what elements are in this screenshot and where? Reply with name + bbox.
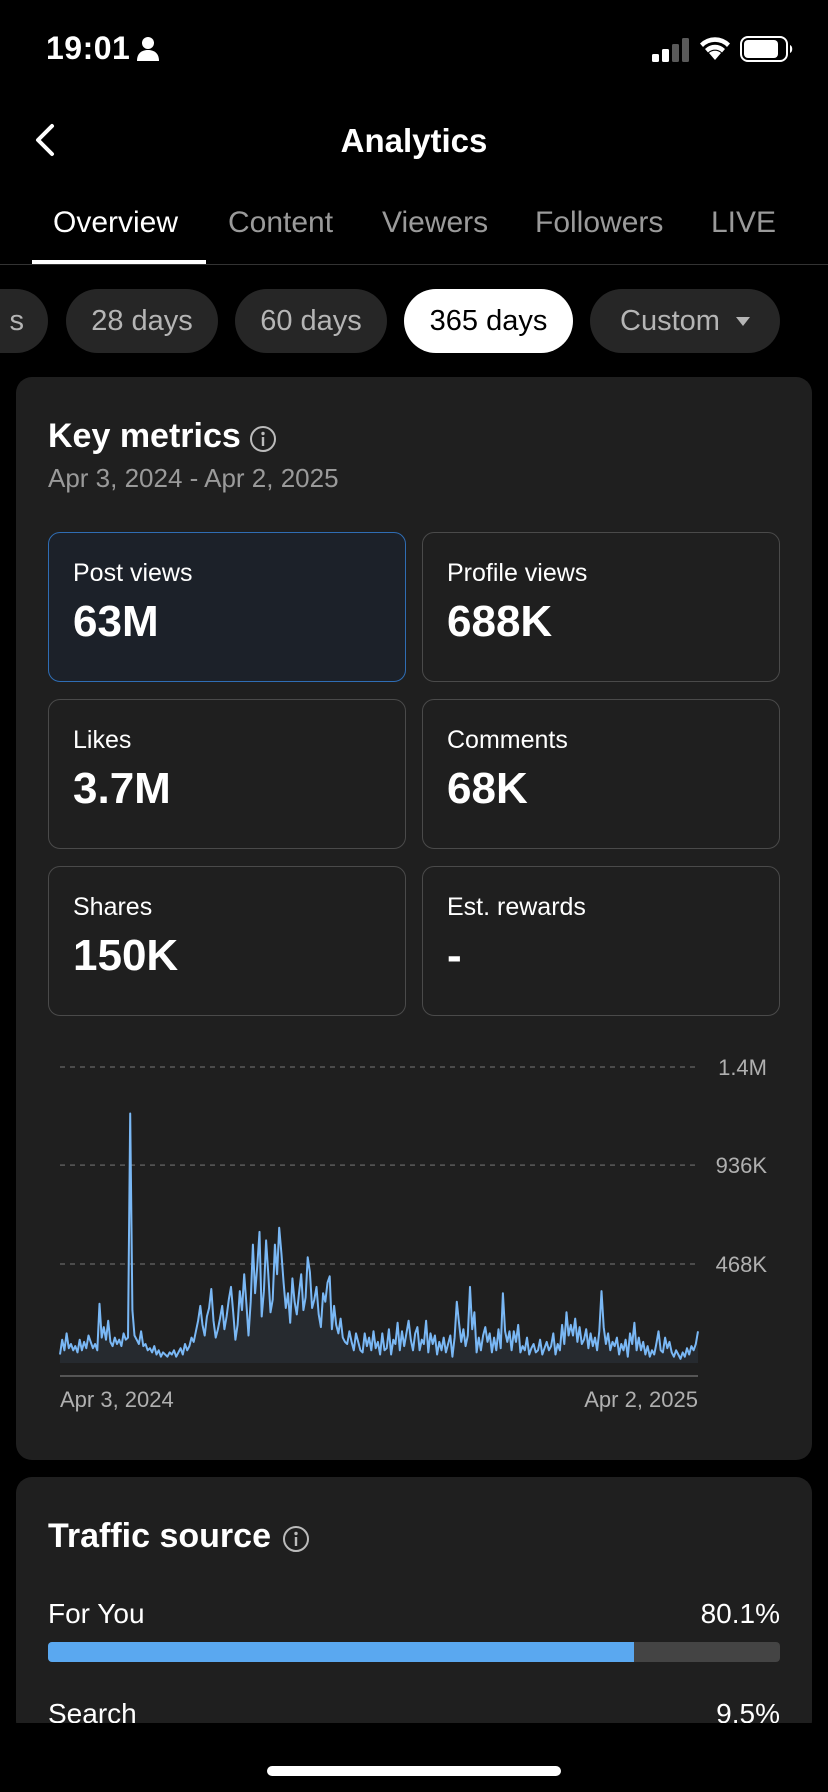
traffic-source-card: Traffic source For You 80.1% Search 9.5%: [16, 1477, 812, 1737]
y-tick-label: 1.4M: [718, 1055, 767, 1080]
metric-label: Likes: [73, 726, 132, 754]
metric-value: 150K: [73, 931, 179, 980]
metric-est-rewards[interactable]: Est. rewards -: [422, 866, 780, 1016]
metric-value: 688K: [447, 597, 553, 646]
key-metrics-card: Key metrics Apr 3, 2024 - Apr 2, 2025 Po…: [16, 377, 812, 1460]
metric-label: Est. rewards: [447, 893, 586, 921]
tab-live[interactable]: LIVE: [711, 206, 777, 239]
metric-likes[interactable]: Likes 3.7M: [48, 699, 406, 849]
metric-value: -: [447, 931, 462, 980]
info-icon[interactable]: [249, 425, 277, 453]
y-tick-label: 468K: [716, 1252, 768, 1277]
chip-partial[interactable]: s: [0, 289, 48, 353]
signal-icon: [652, 38, 689, 62]
date-range-label: Apr 3, 2024 - Apr 2, 2025: [48, 463, 339, 493]
chip-365-days[interactable]: 365 days: [404, 289, 573, 353]
metric-label: Profile views: [447, 559, 588, 587]
chip-label: 28 days: [91, 304, 193, 337]
y-tick-label: 936K: [716, 1153, 768, 1178]
traffic-row-value: 80.1%: [700, 1598, 780, 1629]
date-range-chips: s 28 days 60 days 365 days Custom: [0, 289, 828, 353]
person-icon: [137, 37, 159, 61]
status-time: 19:01: [46, 30, 131, 66]
wifi-icon: [700, 37, 730, 60]
traffic-row-label: For You: [48, 1598, 145, 1629]
traffic-bar-track: [48, 1642, 780, 1662]
info-icon[interactable]: [282, 1525, 310, 1553]
post-views-chart[interactable]: 468K 936K 1.4M Apr 3, 2024 Apr 2, 2025: [16, 377, 812, 1460]
chip-28-days[interactable]: 28 days: [66, 289, 218, 353]
chip-label: 365 days: [429, 304, 548, 337]
chip-label: 60 days: [260, 304, 362, 337]
bottom-area: [0, 1723, 828, 1792]
chart-area: [60, 1113, 698, 1363]
back-arrow-icon[interactable]: [28, 120, 68, 160]
traffic-source-title: Traffic source: [48, 1517, 271, 1555]
traffic-bar-fill: [48, 1642, 635, 1662]
caret-down-icon: [735, 316, 750, 326]
chip-custom[interactable]: Custom: [590, 289, 780, 353]
tab-followers[interactable]: Followers: [535, 206, 664, 239]
page-title: Analytics: [340, 122, 488, 159]
metric-value: 68K: [447, 764, 528, 813]
metric-label: Shares: [73, 893, 153, 921]
metric-shares[interactable]: Shares 150K: [48, 866, 406, 1016]
tab-overview[interactable]: Overview: [53, 206, 179, 239]
metric-value: 63M: [73, 597, 159, 646]
key-metrics-title: Key metrics: [48, 417, 241, 455]
header: Analytics: [0, 100, 828, 180]
metric-label: Comments: [447, 726, 568, 754]
tab-viewers[interactable]: Viewers: [382, 206, 489, 239]
chip-label: s: [9, 304, 25, 337]
tab-content[interactable]: Content: [228, 206, 334, 239]
chip-label: Custom: [620, 304, 720, 337]
metric-post-views[interactable]: Post views 63M: [48, 532, 406, 682]
metric-value: 3.7M: [73, 764, 171, 813]
chart-grid: 468K 936K 1.4M: [60, 1055, 767, 1277]
status-bar: 19:01: [0, 0, 828, 100]
tab-bar: Overview Content Viewers Followers LIVE: [0, 200, 828, 265]
x-tick-label-start: Apr 3, 2024: [60, 1387, 174, 1412]
metric-label: Post views: [73, 559, 193, 587]
chip-60-days[interactable]: 60 days: [235, 289, 387, 353]
metric-profile-views[interactable]: Profile views 688K: [422, 532, 780, 682]
chart-series-line: [59, 1112, 699, 1360]
metric-comments[interactable]: Comments 68K: [422, 699, 780, 849]
home-indicator[interactable]: [267, 1766, 561, 1776]
x-tick-label-end: Apr 2, 2025: [584, 1387, 698, 1412]
active-tab-indicator: [32, 260, 206, 264]
battery-icon: [740, 36, 793, 62]
